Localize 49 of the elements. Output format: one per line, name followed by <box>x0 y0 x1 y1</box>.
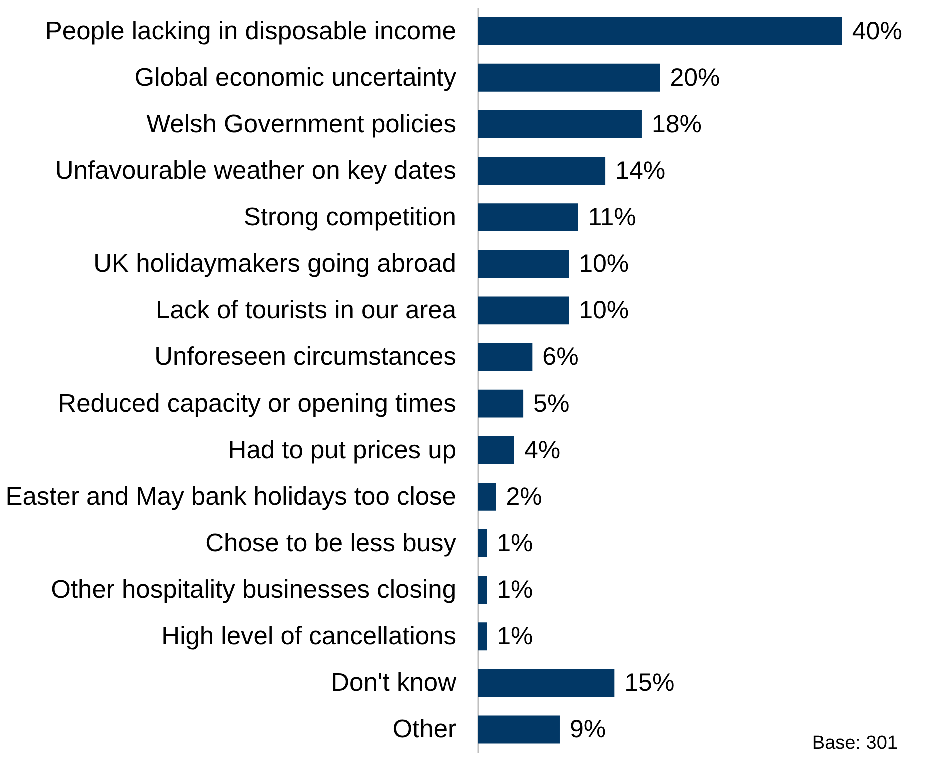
y-tick-label: Had to put prices up <box>228 436 456 464</box>
data-label: 6% <box>542 343 579 372</box>
data-label: 2% <box>506 482 542 511</box>
y-tick-label: UK holidaymakers going abroad <box>94 250 456 278</box>
y-tick-label: Strong competition <box>244 204 456 232</box>
data-label: 1% <box>497 622 534 651</box>
bar <box>478 482 496 511</box>
bar <box>478 669 615 698</box>
bar <box>478 64 660 92</box>
data-label: 14% <box>616 156 666 185</box>
data-label: 1% <box>497 529 534 558</box>
bar <box>478 250 570 278</box>
data-label: 10% <box>579 250 630 278</box>
data-label: 9% <box>570 716 606 744</box>
bar <box>478 296 570 325</box>
y-tick-label: High level of cancellations <box>162 622 456 651</box>
y-tick-label: Reduced capacity or opening times <box>58 390 456 418</box>
y-tick-label: Chose to be less busy <box>206 529 457 558</box>
data-label: 18% <box>652 110 702 138</box>
y-tick-label: Other <box>392 716 457 744</box>
data-label: 10% <box>579 296 630 325</box>
data-label: 4% <box>524 436 561 464</box>
bar <box>478 530 488 558</box>
y-tick-label: People lacking in disposable income <box>45 17 456 46</box>
y-tick-label: Global economic uncertainty <box>134 64 457 92</box>
bar <box>478 157 606 185</box>
data-label: 5% <box>534 390 570 418</box>
bar <box>478 343 533 372</box>
bar <box>478 716 560 744</box>
y-tick-label: Unforeseen circumstances <box>154 343 456 372</box>
bar <box>478 576 488 604</box>
bar <box>478 436 514 464</box>
bar <box>478 204 578 232</box>
bar <box>478 622 488 651</box>
data-label: 40% <box>852 17 902 46</box>
annotation: Base: 301 <box>812 733 898 754</box>
bar <box>478 110 642 138</box>
data-label: 20% <box>670 64 720 92</box>
bar <box>478 390 524 418</box>
y-tick-label: Easter and May bank holidays too close <box>6 482 456 511</box>
y-tick-label: Unfavourable weather on key dates <box>55 156 456 185</box>
y-tick-label: Welsh Government policies <box>146 110 456 138</box>
data-label: 1% <box>497 576 534 604</box>
data-label: 15% <box>624 669 675 698</box>
bar <box>478 17 842 46</box>
y-tick-label: Lack of tourists in our area <box>156 296 458 325</box>
y-tick-label: Don't know <box>331 669 458 698</box>
data-label: 11% <box>588 204 636 232</box>
y-tick-label: Other hospitality businesses closing <box>51 576 456 604</box>
